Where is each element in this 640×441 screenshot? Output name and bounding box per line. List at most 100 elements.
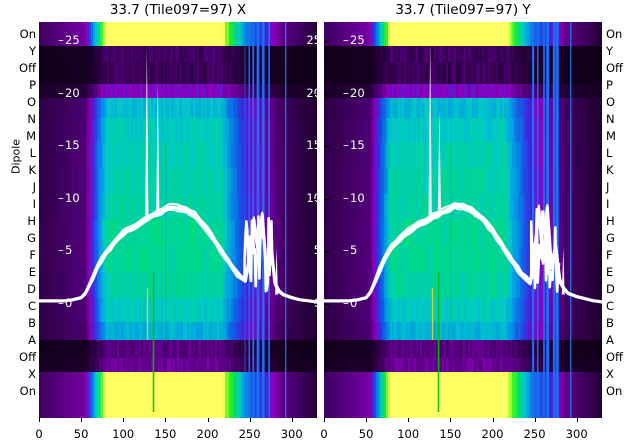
category-label-left-15: D bbox=[27, 282, 36, 296]
category-label-left-1: Y bbox=[28, 44, 36, 58]
x-tick-label-right-50: 50 bbox=[358, 427, 374, 441]
x-tick-mark-left-50 bbox=[81, 418, 83, 422]
x-axis-right: 0 50 100 150 200 250 300 bbox=[320, 418, 602, 441]
category-label-right-21: On bbox=[606, 384, 623, 398]
heatmap-panel-y[interactable]: –25 –20 –15 –10 –5 –0 bbox=[324, 22, 602, 418]
category-label-left-21: On bbox=[19, 384, 36, 398]
x-tick-mark-left-100 bbox=[123, 418, 125, 422]
x-tick-label-left-100: 100 bbox=[112, 427, 135, 441]
category-label-right-10: I bbox=[606, 197, 610, 211]
y-tick-label-10: –10 bbox=[343, 190, 365, 205]
category-label-right-14: E bbox=[606, 265, 614, 279]
category-label-right-11: H bbox=[606, 214, 615, 228]
category-label-right-2: Off bbox=[606, 61, 623, 75]
category-label-left-9: J bbox=[32, 180, 36, 194]
y-tick-mark-left-15 bbox=[324, 146, 330, 148]
y-tick-label-10: –10 bbox=[58, 190, 80, 205]
category-label-right-3: P bbox=[606, 78, 613, 92]
category-label-right-16: C bbox=[606, 299, 615, 313]
x-tick-label-left-150: 150 bbox=[154, 427, 177, 441]
category-labels-right: On Y Off P O N M L K J I H G F E D C B A Off X On bbox=[606, 22, 640, 418]
category-label-left-20: X bbox=[28, 367, 36, 381]
category-label-left-10: I bbox=[32, 197, 36, 211]
x-tick-label-right-200: 200 bbox=[481, 427, 504, 441]
y-tick-label-0: –0 bbox=[58, 296, 73, 310]
x-tick-label-right-150: 150 bbox=[439, 427, 462, 441]
y-tick-label-right-25: 25 bbox=[306, 33, 317, 47]
category-label-right-1: Y bbox=[606, 44, 614, 58]
y-tick-label-25: –25 bbox=[58, 33, 80, 47]
category-label-left-6: M bbox=[26, 129, 36, 143]
category-label-left-18: A bbox=[28, 333, 36, 347]
category-label-left-17: B bbox=[28, 316, 36, 330]
category-label-right-12: G bbox=[606, 231, 615, 245]
y-tick-mark-left-25 bbox=[324, 41, 330, 42]
category-label-left-13: F bbox=[29, 248, 36, 262]
category-label-left-7: L bbox=[29, 146, 36, 160]
y-tick-label-right-0: 0 bbox=[314, 297, 317, 309]
category-label-left-12: G bbox=[27, 231, 36, 245]
x-tick-mark-right-100 bbox=[408, 418, 410, 422]
category-label-right-5: N bbox=[606, 112, 615, 126]
x-tick-mark-left-300 bbox=[291, 418, 293, 422]
category-label-left-8: K bbox=[28, 163, 36, 177]
x-tick-mark-right-0 bbox=[324, 418, 325, 422]
category-label-left-0: On bbox=[19, 27, 36, 41]
y-tick-label-5: –5 bbox=[343, 243, 358, 258]
y-tick-label-right-15: 15 bbox=[306, 138, 317, 153]
y-tick-label-25: –25 bbox=[343, 33, 365, 47]
y-tick-mark-left-10 bbox=[324, 198, 330, 200]
x-tick-label-left-200: 200 bbox=[196, 427, 219, 441]
category-label-right-6: M bbox=[606, 129, 616, 143]
category-label-right-19: Off bbox=[606, 350, 623, 364]
x-tick-label-right-250: 250 bbox=[523, 427, 546, 441]
category-labels-left: On Y Off P O N M L K J I H G F E D C B A Off X On bbox=[2, 22, 36, 418]
y-tick-label-20: –20 bbox=[343, 85, 365, 100]
x-tick-label-right-0: 0 bbox=[320, 427, 328, 441]
category-label-right-8: K bbox=[606, 163, 614, 177]
y-tick-mark-5 bbox=[311, 251, 317, 253]
x-tick-mark-left-0 bbox=[39, 418, 40, 422]
y-tick-label-20: –20 bbox=[58, 85, 80, 100]
x-tick-label-left-0: 0 bbox=[35, 427, 43, 441]
y-tick-mark-15 bbox=[311, 146, 317, 148]
y-tick-mark-25 bbox=[311, 41, 317, 42]
category-label-right-9: J bbox=[606, 180, 610, 194]
y-tick-label-right-5: 5 bbox=[314, 245, 317, 257]
y-tick-mark-left-0 bbox=[324, 304, 330, 305]
category-label-left-16: C bbox=[27, 299, 36, 313]
x-tick-mark-right-200 bbox=[492, 418, 494, 422]
y-tick-label-0: –0 bbox=[343, 296, 358, 310]
category-label-left-2: Off bbox=[19, 61, 36, 75]
x-tick-label-right-300: 300 bbox=[565, 427, 588, 441]
category-label-right-18: A bbox=[606, 333, 614, 347]
x-tick-mark-right-300 bbox=[576, 418, 578, 422]
y-tick-label-15: –15 bbox=[58, 138, 80, 153]
heatmap-panel-x[interactable]: –25 –20 –15 –10 –5 –0 25 20 15 10 5 0 bbox=[39, 22, 317, 418]
x-axis-left: 0 50 100 150 200 250 300 bbox=[35, 418, 317, 441]
category-label-right-4: O bbox=[606, 95, 616, 109]
category-label-left-4: O bbox=[26, 95, 36, 109]
x-tick-mark-left-150 bbox=[165, 418, 167, 422]
category-label-left-5: N bbox=[27, 112, 36, 126]
category-label-right-0: On bbox=[606, 27, 623, 41]
x-tick-mark-right-250 bbox=[534, 418, 536, 422]
x-tick-label-left-50: 50 bbox=[73, 427, 89, 441]
x-tick-mark-left-250 bbox=[249, 418, 251, 422]
category-label-left-14: E bbox=[28, 265, 36, 279]
y-tick-mark-left-5 bbox=[324, 251, 330, 253]
category-label-left-11: H bbox=[27, 214, 36, 228]
category-label-left-19: Off bbox=[19, 350, 36, 364]
x-tick-label-right-100: 100 bbox=[397, 427, 420, 441]
overlay-curve-y bbox=[324, 41, 602, 304]
category-label-left-3: P bbox=[29, 78, 36, 92]
category-label-right-17: B bbox=[606, 316, 614, 330]
y-tick-mark-left-20 bbox=[324, 93, 330, 95]
x-tick-label-left-300: 300 bbox=[280, 427, 303, 441]
y-tick-mark-20 bbox=[311, 93, 317, 95]
y-tick-label-right-10: 10 bbox=[306, 190, 317, 205]
x-tick-mark-right-50 bbox=[366, 418, 368, 422]
category-label-right-15: D bbox=[606, 282, 615, 296]
x-tick-mark-right-150 bbox=[450, 418, 452, 422]
